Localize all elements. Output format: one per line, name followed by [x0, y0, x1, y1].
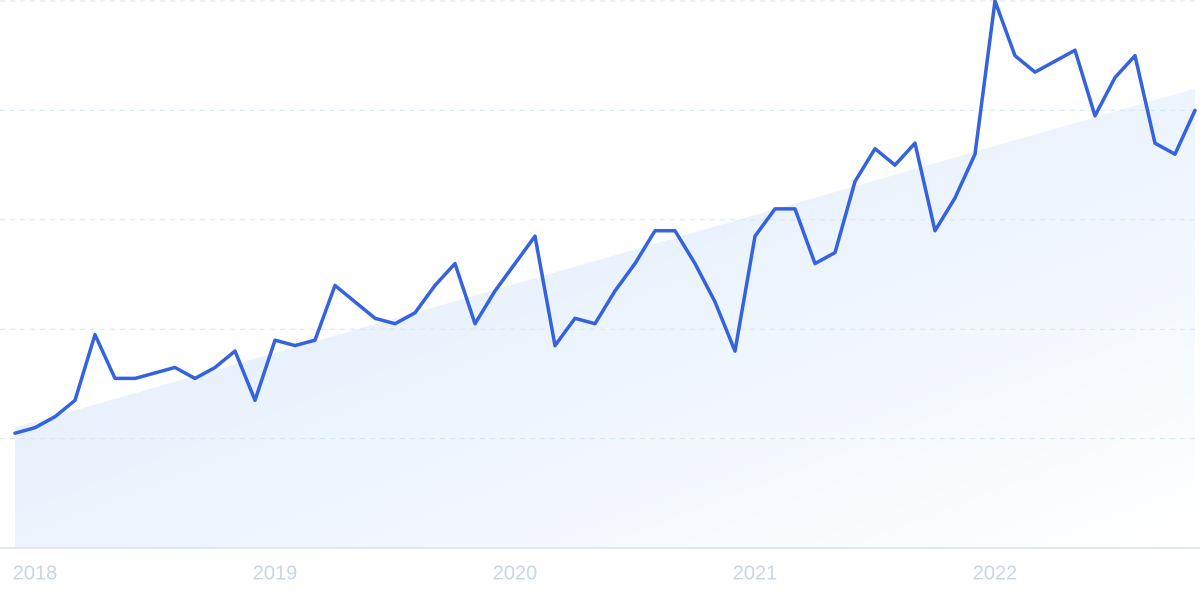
data-line — [13, 0, 1197, 435]
x-tick-label: 2020 — [493, 562, 538, 584]
trend-area — [15, 88, 1195, 549]
x-tick-label: 2022 — [973, 562, 1018, 584]
x-tick-label: 2021 — [733, 562, 778, 584]
x-tick-label: 2018 — [13, 562, 58, 584]
x-tick-label: 2019 — [253, 562, 298, 584]
